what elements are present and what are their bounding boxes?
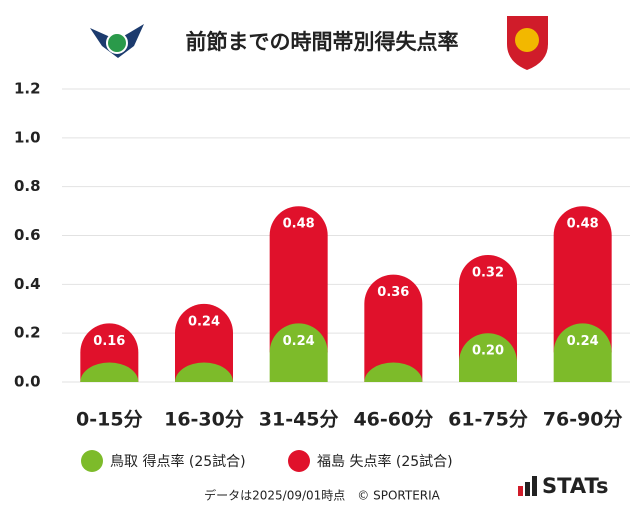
value-label: 0.48 <box>283 217 315 232</box>
value-label: 0.32 <box>472 266 504 281</box>
value-label: 0.48 <box>567 217 599 232</box>
bar-segment <box>553 206 612 353</box>
x-tick-label: 76-90分 <box>543 409 623 431</box>
y-tick-label: 1.2 <box>14 80 41 98</box>
bar-segment <box>553 323 612 382</box>
bar-segment <box>175 362 233 382</box>
value-label: 0.36 <box>377 285 409 300</box>
bar-segment <box>459 333 517 382</box>
legend-swatch <box>81 450 103 472</box>
stats-logo: STATs <box>518 474 608 498</box>
x-tick-label: 31-45分 <box>259 409 339 431</box>
value-label: 0.20 <box>472 344 504 359</box>
bar-segment <box>459 255 517 363</box>
x-tick-label: 16-30分 <box>164 409 244 431</box>
y-tick-label: 0.6 <box>14 226 41 244</box>
y-tick-label: 0.0 <box>14 373 41 391</box>
x-tick-label: 0-15分 <box>76 409 143 431</box>
y-tick-label: 0.8 <box>14 177 41 195</box>
legend-swatch <box>288 450 310 472</box>
bar-segment <box>364 362 423 382</box>
x-tick-label: 61-75分 <box>448 409 528 431</box>
y-tick-label: 0.2 <box>14 324 41 342</box>
value-label: 0.24 <box>283 334 315 349</box>
bar-segment <box>269 323 328 382</box>
chart-title: 前節までの時間帯別得失点率 <box>186 30 459 54</box>
right-team-logo <box>507 16 548 70</box>
bar-segment <box>269 206 328 353</box>
bar-segment <box>364 274 423 382</box>
legend-label: 福島 失点率 (25試合) <box>317 453 453 470</box>
x-tick-label: 46-60分 <box>353 409 433 431</box>
value-label: 0.24 <box>188 314 220 329</box>
bar-segment <box>80 362 139 382</box>
y-tick-label: 1.0 <box>14 128 41 146</box>
stats-brand: STATs <box>542 474 608 498</box>
value-label: 0.16 <box>93 334 125 349</box>
value-label: 0.24 <box>567 334 599 349</box>
bar-segment <box>175 303 233 382</box>
left-team-logo <box>90 24 144 58</box>
footer-note: データは2025/09/01時点 © SPORTERIA <box>204 488 441 503</box>
legend-label: 鳥取 得点率 (25試合) <box>110 453 246 470</box>
y-tick-label: 0.4 <box>14 275 41 293</box>
